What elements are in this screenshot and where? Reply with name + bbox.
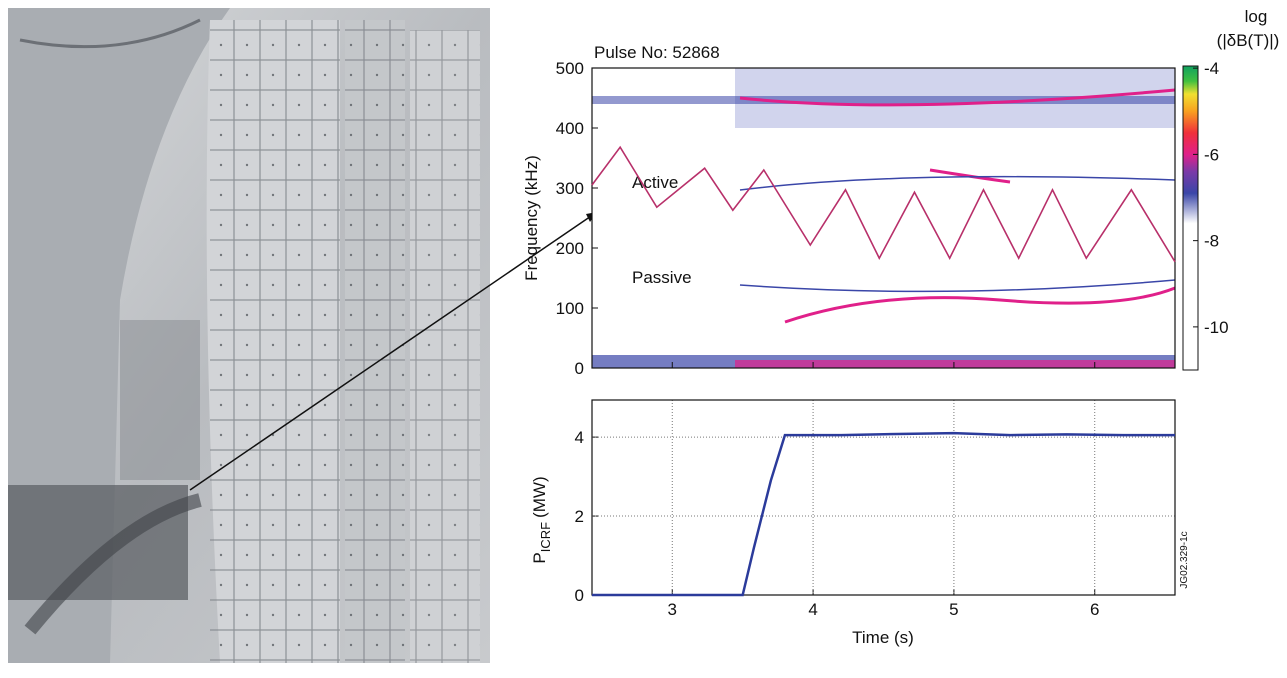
plot-frame	[591, 67, 1176, 369]
spectrogram-chart: Pulse No: 52868 Frequency (kHz) Active P…	[522, 7, 1279, 378]
y-tick-label: 500	[556, 59, 584, 78]
y-axis-label-main: P	[530, 552, 549, 563]
y-axis-label-sub: ICRF	[538, 522, 553, 552]
colorbar-tick-label: -6	[1204, 145, 1219, 164]
y-tick-label: 200	[556, 239, 584, 258]
y-axis-label: Frequency (kHz)	[522, 155, 541, 281]
x-tick-label: 6	[1090, 600, 1099, 619]
colorbar-tick-label: -4	[1204, 59, 1219, 78]
annotation: Active	[632, 173, 678, 192]
x-tick-label: 5	[949, 600, 958, 619]
y-axis-label-unit: (MW)	[530, 476, 549, 518]
y-tick-label: 4	[575, 428, 584, 447]
colorbar-label: log	[1245, 7, 1268, 26]
y-axis-label: PICRF (MW)	[530, 476, 553, 563]
colorbar-label: (|δB(T)|)	[1217, 31, 1280, 50]
sweep-line	[591, 145, 1176, 263]
y-tick-label: 0	[575, 359, 584, 378]
photo	[8, 8, 598, 663]
y-tick-label: 0	[575, 586, 584, 605]
power-line	[592, 431, 1175, 597]
colorbar-tick-label: -8	[1204, 232, 1219, 251]
colorbar-tick-label: -10	[1204, 318, 1229, 337]
power-chart: Time (s) PICRF (MW) JG02.329-1c 0 2 4 3 4 5 6	[530, 399, 1190, 647]
spectrogram-texture	[592, 68, 1176, 368]
y-tick-label: 100	[556, 299, 584, 318]
x-tick-label: 4	[808, 600, 817, 619]
chart-title: Pulse No: 52868	[594, 43, 720, 62]
x-axis-label: Time (s)	[852, 628, 914, 647]
figure-id: JG02.329-1c	[1179, 531, 1190, 588]
y-tick-label: 400	[556, 119, 584, 138]
y-tick-label: 300	[556, 179, 584, 198]
colorbar	[1182, 65, 1199, 371]
y-tick-label: 2	[575, 507, 584, 526]
plot-frame	[591, 399, 1176, 596]
annotation: Passive	[632, 268, 692, 287]
x-tick-label: 3	[668, 600, 677, 619]
